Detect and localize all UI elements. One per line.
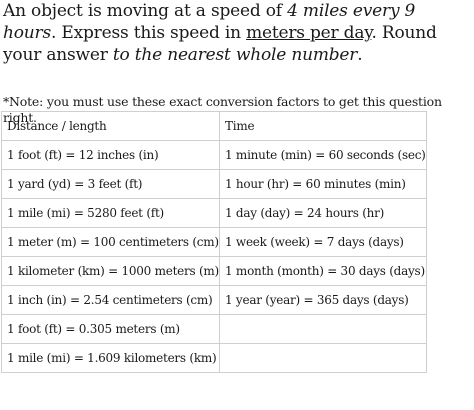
table-row: 1 mile (mi) = 1.609 kilometers (km) bbox=[1, 343, 427, 373]
time-cell: 1 hour (hr) = 60 minutes (min) bbox=[218, 169, 427, 199]
table-row: 1 foot (ft) = 0.305 meters (m) bbox=[1, 314, 427, 344]
conversion-table: Distance / length Time 1 foot (ft) = 12 … bbox=[1, 111, 427, 373]
time-cell-empty bbox=[218, 314, 427, 344]
question-rounding: to the nearest whole number bbox=[112, 45, 358, 65]
table-header-row: Distance / length Time bbox=[1, 111, 427, 141]
table-row: 1 meter (m) = 100 centimeters (cm) 1 wee… bbox=[1, 227, 427, 257]
distance-cell: 1 kilometer (km) = 1000 meters (m) bbox=[1, 256, 220, 286]
header-time: Time bbox=[218, 111, 427, 141]
time-cell: 1 month (month) = 30 days (days) bbox=[218, 256, 427, 286]
question-target-unit: meters per day bbox=[246, 23, 372, 43]
time-cell: 1 week (week) = 7 days (days) bbox=[218, 227, 427, 257]
table-row: 1 inch (in) = 2.54 centimeters (cm) 1 ye… bbox=[1, 285, 427, 315]
table-row: 1 kilometer (km) = 1000 meters (m) 1 mon… bbox=[1, 256, 427, 286]
distance-cell: 1 foot (ft) = 12 inches (in) bbox=[1, 140, 220, 170]
question-part-2: . Express this speed in bbox=[50, 23, 247, 43]
question-part-1: An object is moving at a speed of bbox=[3, 1, 288, 21]
table-row: 1 yard (yd) = 3 feet (ft) 1 hour (hr) = … bbox=[1, 169, 427, 199]
time-cell-empty bbox=[218, 343, 427, 373]
question-part-3: . Round your answer bbox=[3, 23, 437, 65]
question-part-4: . bbox=[357, 45, 363, 65]
time-cell: 1 day (day) = 24 hours (hr) bbox=[218, 198, 427, 228]
table-row: 1 mile (mi) = 5280 feet (ft) 1 day (day)… bbox=[1, 198, 427, 228]
distance-cell: 1 yard (yd) = 3 feet (ft) bbox=[1, 169, 220, 199]
distance-cell: 1 meter (m) = 100 centimeters (cm) bbox=[1, 227, 220, 257]
time-cell: 1 year (year) = 365 days (days) bbox=[218, 285, 427, 315]
table-row: 1 foot (ft) = 12 inches (in) 1 minute (m… bbox=[1, 140, 427, 170]
distance-cell: 1 inch (in) = 2.54 centimeters (cm) bbox=[1, 285, 220, 315]
time-cell: 1 minute (min) = 60 seconds (sec) bbox=[218, 140, 427, 170]
distance-cell: 1 mile (mi) = 5280 feet (ft) bbox=[1, 198, 220, 228]
header-distance: Distance / length bbox=[1, 111, 220, 141]
distance-cell: 1 foot (ft) = 0.305 meters (m) bbox=[1, 314, 220, 344]
question-rate: 4 miles every 9 hours bbox=[3, 1, 416, 43]
distance-cell: 1 mile (mi) = 1.609 kilometers (km) bbox=[1, 343, 220, 373]
question-text: An object is moving at a speed of 4 mile… bbox=[3, 0, 471, 66]
